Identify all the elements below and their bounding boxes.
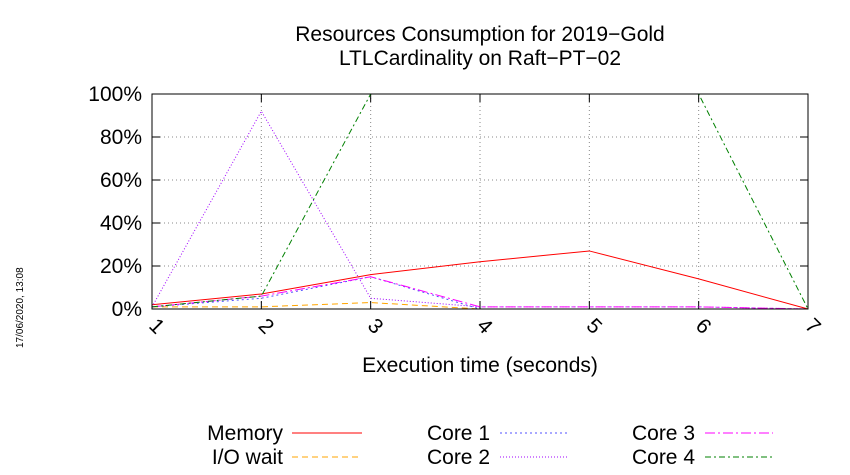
- series-line-core-3: [151, 276, 809, 310]
- x-axis-label: Execution time (seconds): [362, 354, 598, 377]
- timestamp: 17/06/2020, 13:08: [15, 267, 26, 348]
- grid: [152, 94, 808, 309]
- series-line-memory: [151, 250, 809, 310]
- x-tick-label: 3: [363, 314, 388, 339]
- x-axis-ticks: 1 2 3 4 5 6 7: [144, 94, 825, 339]
- x-tick-label: 7: [800, 314, 825, 339]
- y-tick-label: 0%: [112, 298, 142, 321]
- x-tick-label: 2: [254, 314, 279, 339]
- x-tick-label: 5: [582, 314, 607, 339]
- y-tick-label: 20%: [100, 255, 142, 278]
- y-tick-label: 100%: [88, 83, 142, 106]
- chart-title-line-1: Resources Consumption for 2019−Gold: [295, 23, 664, 46]
- legend-label: Core 2: [427, 446, 490, 469]
- x-tick-label: 1: [144, 314, 169, 339]
- legend-label: Memory: [207, 422, 283, 445]
- chart-title-line-2: LTLCardinality on Raft−PT−02: [339, 47, 621, 70]
- plot-frame: [151, 93, 809, 310]
- y-tick-label: 80%: [100, 126, 142, 149]
- legend-label: Core 4: [632, 446, 695, 469]
- y-tick-label: 60%: [100, 169, 142, 192]
- legend-label: Core 1: [427, 422, 490, 445]
- x-tick-label: 4: [472, 314, 497, 339]
- y-axis-ticks: 0% 20% 40% 60% 80% 100%: [88, 83, 808, 321]
- legend-label: Core 3: [632, 422, 695, 445]
- legend-label: I/O wait: [212, 446, 283, 469]
- x-tick-label: 6: [691, 314, 716, 339]
- y-tick-label: 40%: [100, 212, 142, 235]
